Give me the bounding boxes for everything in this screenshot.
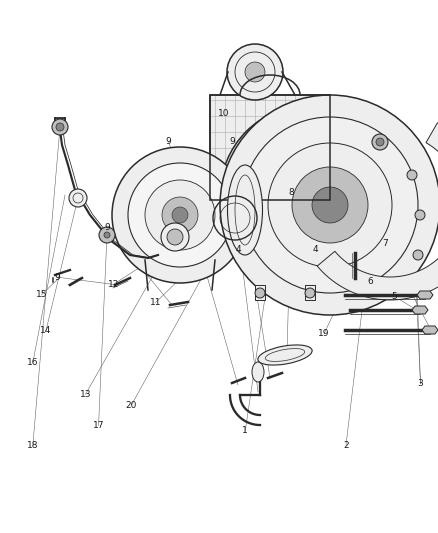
Text: 16: 16 [27,358,39,367]
Circle shape [161,223,189,251]
Circle shape [372,134,388,150]
Bar [210,95,330,200]
Circle shape [162,197,198,233]
Circle shape [172,207,188,223]
Text: 9: 9 [54,273,60,281]
Circle shape [407,170,417,180]
Ellipse shape [258,345,312,365]
Circle shape [220,105,400,285]
Text: 13: 13 [80,390,91,399]
Circle shape [413,250,423,260]
Circle shape [128,163,232,267]
Text: 9: 9 [104,223,110,231]
Circle shape [112,147,248,283]
Circle shape [258,143,362,247]
Text: 4: 4 [236,245,241,254]
Text: 11: 11 [150,298,161,307]
Polygon shape [255,285,265,300]
Text: 10: 10 [218,109,229,118]
Circle shape [242,117,418,293]
Circle shape [245,62,265,82]
Circle shape [227,44,283,100]
Text: 12: 12 [108,280,120,288]
Polygon shape [305,285,315,300]
Text: 14: 14 [40,326,52,335]
Circle shape [376,138,384,146]
Circle shape [220,95,438,315]
Circle shape [99,227,115,243]
Polygon shape [422,326,438,334]
Ellipse shape [252,362,264,382]
Circle shape [69,189,87,207]
Circle shape [255,288,265,298]
Text: 17: 17 [93,421,104,430]
Bar [210,95,330,200]
Text: 15: 15 [36,290,47,299]
Circle shape [167,229,183,245]
Circle shape [52,119,68,135]
Polygon shape [412,306,428,314]
Circle shape [104,232,110,238]
Text: 9: 9 [166,137,172,146]
Circle shape [305,288,315,298]
Text: 2: 2 [343,441,349,449]
Circle shape [268,143,392,267]
Text: 6: 6 [367,277,373,286]
Circle shape [56,123,64,131]
Text: 5: 5 [391,292,397,301]
Circle shape [292,167,368,243]
Circle shape [235,52,275,92]
Text: 4: 4 [313,245,318,254]
Polygon shape [317,123,438,300]
Circle shape [278,163,342,227]
Polygon shape [417,291,433,299]
Text: 7: 7 [382,239,389,248]
Text: 20: 20 [126,401,137,409]
Ellipse shape [227,165,262,255]
Text: 1: 1 [242,426,248,435]
Circle shape [295,180,325,210]
Text: 3: 3 [417,379,424,388]
Circle shape [145,180,215,250]
Circle shape [238,123,382,267]
Text: 19: 19 [318,329,330,338]
Text: 9: 9 [229,137,235,146]
Text: 18: 18 [27,441,39,449]
Text: 8: 8 [288,189,294,197]
Circle shape [312,187,348,223]
Circle shape [415,210,425,220]
